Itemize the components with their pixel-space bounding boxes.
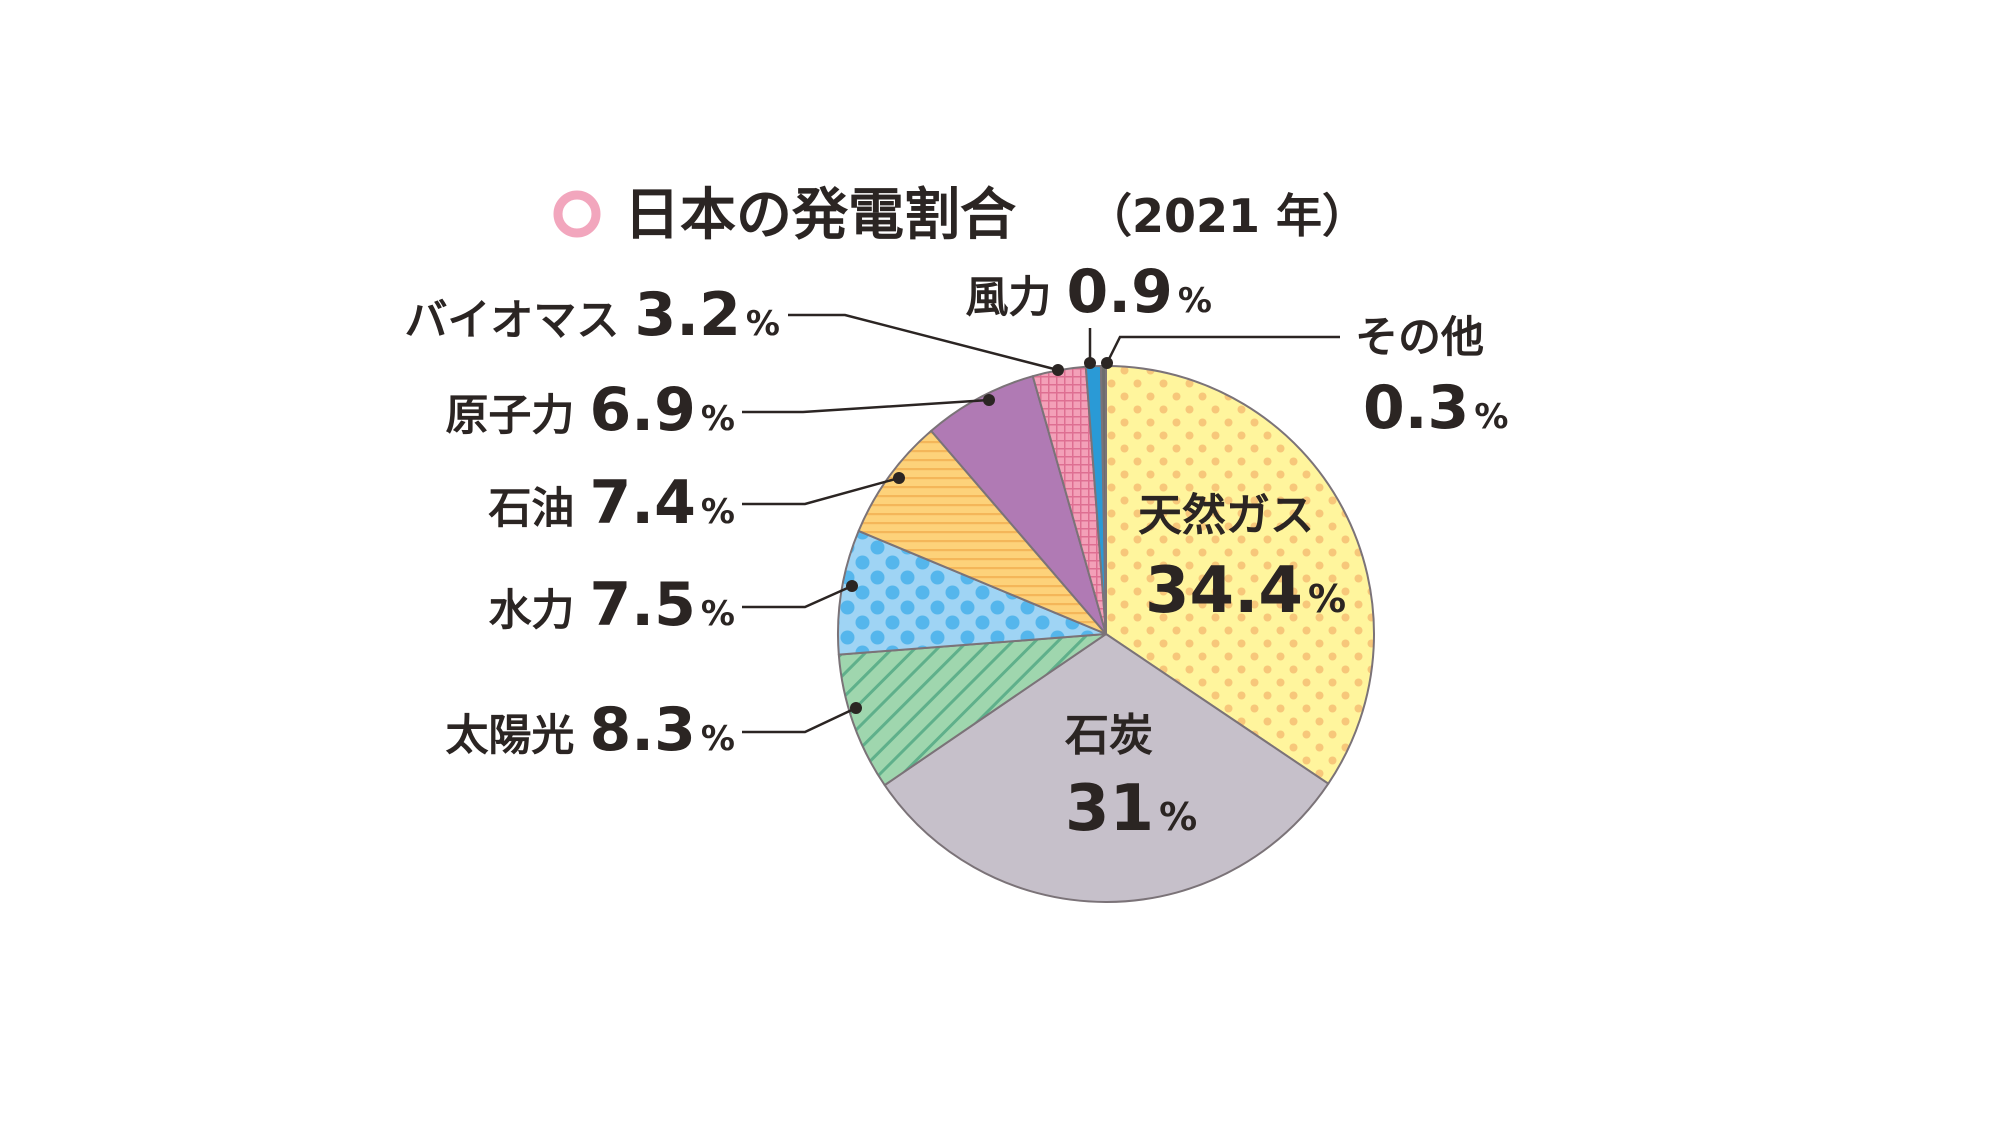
leader-line-nuclear xyxy=(742,398,990,414)
leader-dot-hydro xyxy=(846,580,858,592)
slice-label-name: 太陽光 xyxy=(445,711,574,761)
slice-label-value: 0.9 xyxy=(1067,257,1173,327)
leader-line-solar xyxy=(742,706,857,734)
slice-label-unit: % xyxy=(1178,281,1212,321)
slice-label-unit: % xyxy=(701,594,735,634)
svg-text:水力 7.5 %: 水力 7.5 % xyxy=(488,570,735,640)
slice-label-value: 8.3 xyxy=(590,695,696,765)
slice-label-unit: % xyxy=(746,304,780,344)
slice-label-unit: % xyxy=(1159,795,1197,839)
slice-label-value: 0.3 xyxy=(1363,373,1469,443)
chart-title: 日本の発電割合 xyxy=(624,183,1016,248)
slice-label-unit: % xyxy=(701,492,735,532)
leader-dot-solar xyxy=(850,702,862,714)
slice-oil xyxy=(857,429,1107,635)
slice-label-other: その他 0.3 % xyxy=(1355,313,1508,443)
slice-label-name: バイオマス xyxy=(404,296,619,346)
pie-slices xyxy=(837,365,1375,903)
leader-line-biomass xyxy=(788,313,1059,372)
chart-subtitle: （2021 年） xyxy=(1086,189,1368,243)
slice-label-unit: % xyxy=(701,399,735,439)
svg-text:0.3 %: 0.3 % xyxy=(1363,373,1508,443)
slice-label-wind: 風力 0.9 % xyxy=(965,257,1212,327)
slice-label-gas: 天然ガス 34.4 % xyxy=(1138,490,1346,628)
leader-dot-oil xyxy=(893,472,905,484)
slice-label-value: 34.4 xyxy=(1145,554,1303,628)
slice-label-name: 原子力 xyxy=(445,391,574,441)
slice-label-name: 石炭 xyxy=(1065,710,1153,761)
slice-label-name: 石油 xyxy=(488,484,574,534)
slice-label-hydro: 水力 7.5 % xyxy=(488,570,735,640)
svg-text:バイオマス 3.2 %: バイオマス 3.2 % xyxy=(404,280,780,350)
slice-label-solar: 太陽光 8.3 % xyxy=(445,695,735,765)
slice-label-value: 7.5 xyxy=(590,570,696,640)
slice-label-coal: 石炭 31 % xyxy=(1065,710,1197,846)
slice-label-oil: 石油 7.4 % xyxy=(488,468,735,538)
slice-solar xyxy=(837,633,1107,787)
svg-text:31 %: 31 % xyxy=(1065,772,1197,846)
leader-dot-wind xyxy=(1084,357,1096,369)
slice-label-nuclear: 原子力 6.9 % xyxy=(445,375,735,445)
leader-dot-biomass xyxy=(1052,364,1064,376)
slice-coal xyxy=(883,633,1330,903)
slice-label-biomass: バイオマス 3.2 % xyxy=(404,280,780,350)
svg-text:風力 0.9 %: 風力 0.9 % xyxy=(965,257,1212,327)
slice-label-name: その他 xyxy=(1355,313,1484,363)
svg-text:石油 7.4 %: 石油 7.4 % xyxy=(488,468,735,538)
slice-label-unit: % xyxy=(1308,577,1346,621)
svg-text:34.4 %: 34.4 % xyxy=(1145,554,1346,628)
leader-lines xyxy=(742,313,1340,734)
slice-label-value: 31 xyxy=(1065,772,1154,846)
slice-label-name: 天然ガス xyxy=(1138,490,1314,541)
leader-line-other xyxy=(1105,335,1340,364)
svg-text:原子力 6.9 %: 原子力 6.9 % xyxy=(445,375,735,445)
title-bullet-icon xyxy=(553,190,601,238)
leader-line-hydro xyxy=(742,584,853,609)
slice-label-name: 風力 xyxy=(965,273,1051,323)
leader-dot-other xyxy=(1101,357,1113,369)
slice-label-unit: % xyxy=(1474,397,1508,437)
slice-label-name: 水力 xyxy=(488,586,574,636)
slice-natural-gas xyxy=(1105,365,1375,785)
slice-label-value: 7.4 xyxy=(590,468,696,538)
slice-nuclear xyxy=(930,375,1107,635)
slice-label-unit: % xyxy=(701,719,735,759)
chart-title-group: 日本の発電割合 （2021 年） xyxy=(553,183,1368,248)
slice-label-value: 6.9 xyxy=(590,375,696,445)
svg-text:太陽光 8.3 %: 太陽光 8.3 % xyxy=(445,695,735,765)
slice-label-value: 3.2 xyxy=(635,280,741,350)
leader-line-oil xyxy=(742,476,900,506)
leader-dot-nuclear xyxy=(983,394,995,406)
